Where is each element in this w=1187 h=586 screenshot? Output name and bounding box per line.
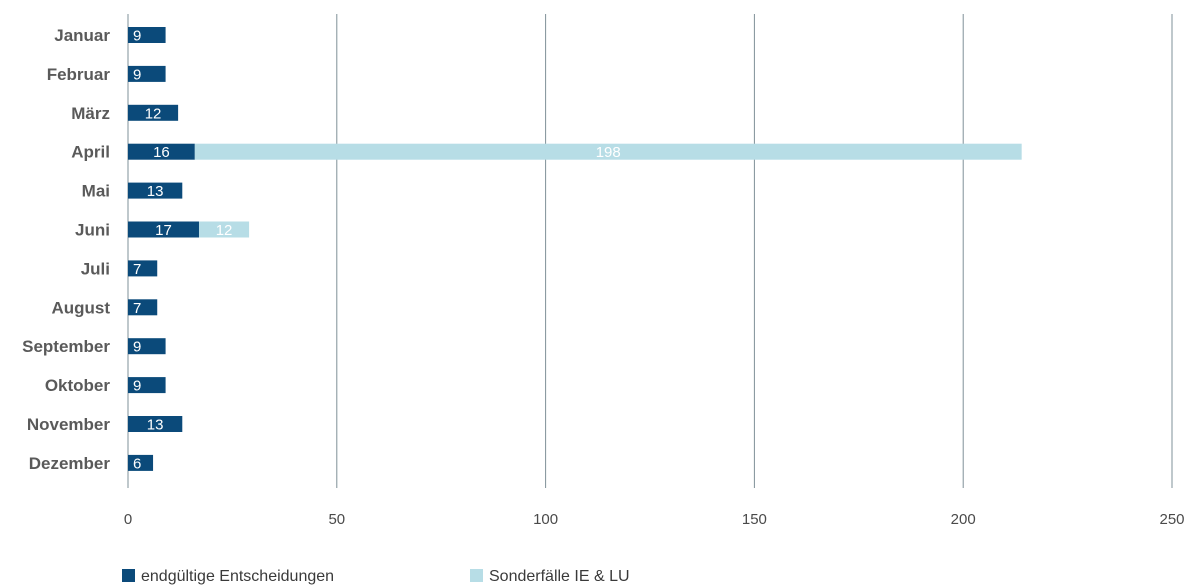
legend: endgültige Entscheidungen Sonderfälle IE … — [122, 568, 630, 585]
data-label: 13 — [147, 417, 164, 434]
data-label: 13 — [147, 183, 164, 200]
data-label: 17 — [155, 222, 172, 239]
bar — [128, 338, 166, 355]
category-label: Juni — [75, 221, 110, 240]
data-label: 12 — [216, 222, 233, 239]
bars — [128, 27, 1022, 471]
x-tick-label: 200 — [951, 511, 976, 528]
data-label: 7 — [133, 300, 141, 317]
category-label: Oktober — [45, 376, 111, 395]
bar — [128, 27, 166, 43]
x-tick-labels: 0 50 100 150 200 250 — [124, 511, 1185, 528]
x-tick-label: 100 — [533, 511, 558, 528]
category-label: November — [27, 415, 111, 434]
category-label: August — [51, 298, 110, 317]
bar — [128, 416, 183, 432]
legend-label: Sonderfälle IE & LU — [489, 568, 630, 585]
category-label: Dezember — [29, 454, 111, 473]
legend-swatch — [122, 569, 135, 582]
data-label: 7 — [133, 261, 141, 278]
bar — [128, 454, 154, 471]
category-label: September — [22, 337, 110, 356]
x-tick-label: 0 — [124, 511, 132, 528]
bar — [128, 143, 195, 160]
data-label: 9 — [133, 28, 141, 45]
bar — [198, 221, 250, 238]
bar — [128, 182, 183, 199]
bar — [128, 65, 166, 82]
category-label: Januar — [54, 26, 110, 45]
data-label: 9 — [133, 66, 141, 83]
gridlines — [336, 14, 1173, 488]
category-label: Februar — [47, 65, 111, 84]
category-labels: Januar Februar März April Mai Juni Juli August S… — [22, 26, 110, 473]
data-label: 198 — [596, 144, 621, 161]
bar — [128, 260, 158, 277]
bar — [128, 299, 158, 316]
bar — [194, 143, 1022, 160]
category-label: Juli — [81, 259, 110, 278]
data-label: 9 — [133, 339, 141, 356]
legend-swatch — [470, 569, 483, 582]
x-tick-label: 250 — [1159, 511, 1184, 528]
category-label: Mai — [82, 182, 110, 201]
data-label: 6 — [133, 455, 141, 472]
data-label: 12 — [145, 105, 162, 122]
data-label: 16 — [153, 144, 170, 161]
bar — [128, 104, 179, 121]
legend-label: endgültige Entscheidungen — [141, 568, 334, 585]
bar — [128, 377, 166, 394]
data-labels: 9 9 12 16 198 13 17 12 7 7 9 9 13 6 — [133, 28, 621, 473]
data-label: 9 — [133, 378, 141, 395]
category-label: März — [71, 104, 110, 123]
x-tick-label: 50 — [328, 511, 345, 528]
category-label: April — [71, 143, 110, 162]
x-tick-label: 150 — [742, 511, 767, 528]
bar — [128, 221, 199, 238]
